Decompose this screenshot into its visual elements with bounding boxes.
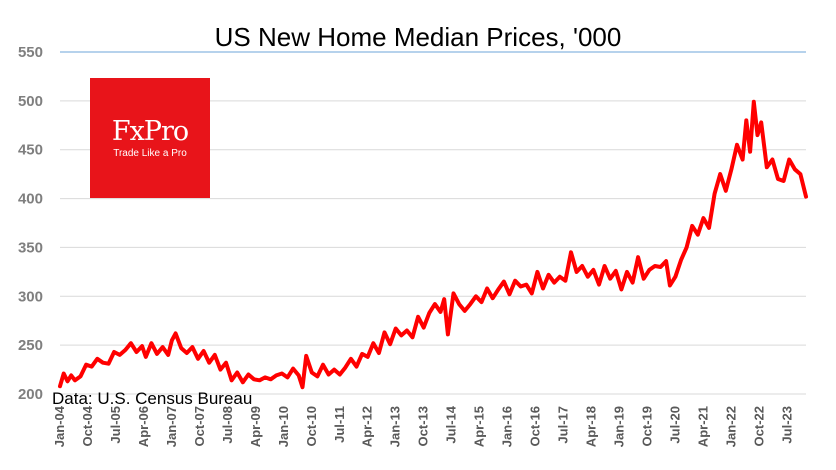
x-tick-label: Oct-13 — [416, 406, 431, 446]
y-tick-label: 200 — [18, 386, 43, 403]
x-tick-label: Jan-19 — [612, 406, 627, 447]
fxpro-logo: FxPro Trade Like a Pro — [90, 78, 210, 198]
y-tick-label: 450 — [18, 142, 43, 159]
x-tick-label: Jan-13 — [388, 406, 403, 447]
y-tick-label: 300 — [18, 288, 43, 305]
x-tick-label: Jan-22 — [723, 406, 738, 447]
x-tick-label: Oct-10 — [304, 406, 319, 446]
x-tick-label: Jul-05 — [108, 406, 123, 444]
x-tick-label: Apr-15 — [472, 406, 487, 447]
y-tick-label: 550 — [18, 44, 43, 61]
x-tick-label: Apr-21 — [695, 406, 710, 447]
x-axis-ticks: Jan-04 Oct-04 Jul-05 Apr-06 Jan-07 Oct-07 Jul-… — [52, 405, 794, 447]
x-tick-label: Jul-11 — [332, 406, 347, 443]
x-tick-label: Jul-08 — [220, 406, 235, 444]
chart-title: US New Home Median Prices, '000 — [215, 22, 622, 52]
x-tick-label: Oct-22 — [751, 406, 766, 446]
logo-brand: FxPro — [111, 116, 189, 147]
x-tick-label: Jan-10 — [276, 406, 291, 447]
x-tick-label: Jul-14 — [444, 405, 459, 443]
source-note: Data: U.S. Census Bureau — [52, 389, 252, 408]
series-layer — [58, 99, 808, 390]
y-tick-label: 250 — [18, 337, 43, 354]
y-tick-label: 400 — [18, 191, 43, 208]
x-tick-label: Oct-19 — [639, 406, 654, 446]
x-tick-label: Jan-04 — [52, 405, 67, 447]
x-tick-label: Jul-20 — [667, 406, 682, 444]
x-tick-label: Apr-12 — [360, 406, 375, 447]
x-tick-label: Jul-17 — [556, 406, 571, 444]
x-tick-label: Apr-09 — [248, 406, 263, 447]
x-tick-label: Oct-04 — [80, 405, 95, 446]
y-tick-label: 350 — [18, 239, 43, 256]
x-tick-label: Oct-07 — [192, 406, 207, 446]
y-tick-label: 500 — [18, 93, 43, 110]
y-axis-ticks: 200 250 300 350 400 450 500 550 — [18, 44, 43, 403]
x-tick-label: Oct-16 — [528, 406, 543, 446]
x-tick-label: Jul-23 — [779, 406, 794, 444]
x-tick-label: Jan-07 — [164, 406, 179, 447]
logo-tagline: Trade Like a Pro — [113, 148, 187, 159]
series-line-0 — [58, 99, 808, 390]
x-tick-label: Apr-18 — [584, 406, 599, 447]
x-tick-label: Apr-06 — [136, 406, 151, 447]
x-tick-label: Jan-16 — [500, 406, 515, 447]
